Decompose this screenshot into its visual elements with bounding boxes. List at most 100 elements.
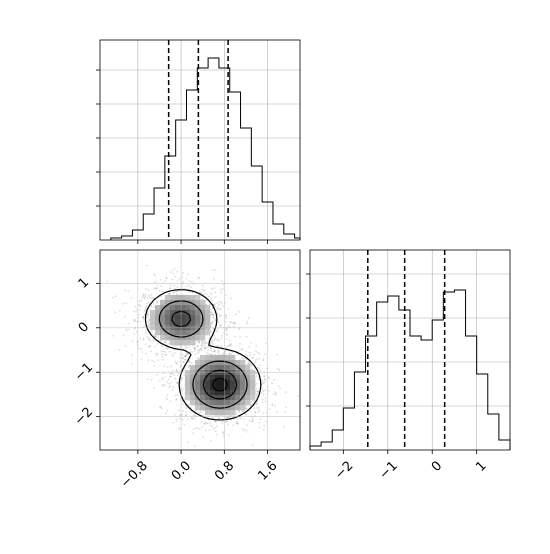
scatter-point [249,410,252,413]
scatter-point [196,345,199,347]
density-cell [205,315,211,321]
scatter-point [162,359,165,361]
scatter-point [198,348,201,351]
density-cell [170,310,176,316]
density-cell [250,395,256,401]
density-cell [165,310,171,316]
scatter-point [183,358,186,361]
scatter-point [274,394,277,396]
scatter-point [153,273,155,275]
scatter-point [213,338,216,340]
scatter-point [251,402,254,405]
scatter-point [190,286,192,288]
scatter-point [200,421,203,424]
scatter-point [184,359,187,361]
scatter-point [178,356,181,359]
scatter-point [161,344,163,346]
scatter-point [238,311,241,313]
scatter-point [153,387,155,389]
scatter-point [175,369,178,372]
density-cell [235,370,241,376]
density-cell [245,380,251,386]
scatter-point [211,425,214,428]
scatter-point [268,408,271,410]
scatter-point [176,290,179,293]
scatter-point [172,355,174,357]
scatter-point [171,389,174,391]
density-cell [250,375,256,381]
scatter-point [222,305,225,308]
scatter-point [258,421,261,424]
scatter-point [275,410,278,413]
density-cell [240,390,246,396]
scatter-point [263,375,266,377]
scatter-point [160,340,162,342]
scatter-point [161,384,164,387]
scatter-point [156,352,159,355]
scatter-point [210,311,212,314]
scatter-point [214,430,217,433]
scatter-point [153,365,156,367]
scatter-point [198,277,200,279]
scatter-point [166,394,169,396]
scatter-point [217,306,219,308]
scatter-point [189,361,192,364]
scatter-point [217,351,219,354]
scatter-point [140,348,143,350]
scatter-point [183,423,186,426]
density-cell [200,300,206,306]
scatter-point [172,291,175,294]
scatter-point [216,312,219,315]
density-cell [190,310,196,316]
scatter-point [275,392,277,395]
scatter-point [142,339,145,341]
scatter-point [175,399,177,401]
density-cell [195,385,201,391]
scatter-point [148,345,151,348]
scatter-point [245,335,248,338]
scatter-point [176,286,179,289]
scatter-point [244,429,247,432]
x-marginal-quantile-lines [167,40,229,240]
scatter-point [261,380,264,383]
scatter-point [228,352,231,355]
scatter-point [157,336,160,339]
scatter-point [212,315,215,318]
scatter-point [260,392,263,395]
scatter-point [211,287,213,290]
scatter-point [183,354,186,357]
scatter-point [142,315,144,318]
scatter-point [273,378,275,381]
scatter-point [224,328,227,331]
density-cell [185,330,191,336]
scatter-point [221,334,223,337]
scatter-point [178,360,181,363]
scatter-point [166,398,169,401]
scatter-point [176,280,179,283]
scatter-point [147,320,150,322]
density-cell [230,405,236,411]
contour-middle [158,300,248,409]
scatter-point [200,348,203,351]
scatter-point [130,363,133,366]
scatter-point [160,285,162,288]
x-marginal-frame [99,39,301,241]
scatter-point [263,375,266,378]
density-cell [230,370,236,376]
scatter-point [125,329,128,331]
scatter-point [212,321,214,324]
density-cell [205,380,211,386]
scatter-point [208,295,211,298]
scatter-point [246,407,248,410]
density-cell [245,375,251,381]
scatter-point [194,445,197,448]
scatter-point [265,420,268,423]
scatter-point [210,297,213,299]
density-cell [220,375,226,381]
scatter-point [198,350,201,353]
scatter-point [191,362,193,364]
scatter-point [221,287,224,290]
scatter-point [145,328,148,331]
scatter-point [201,342,203,345]
density-cells [150,295,256,416]
